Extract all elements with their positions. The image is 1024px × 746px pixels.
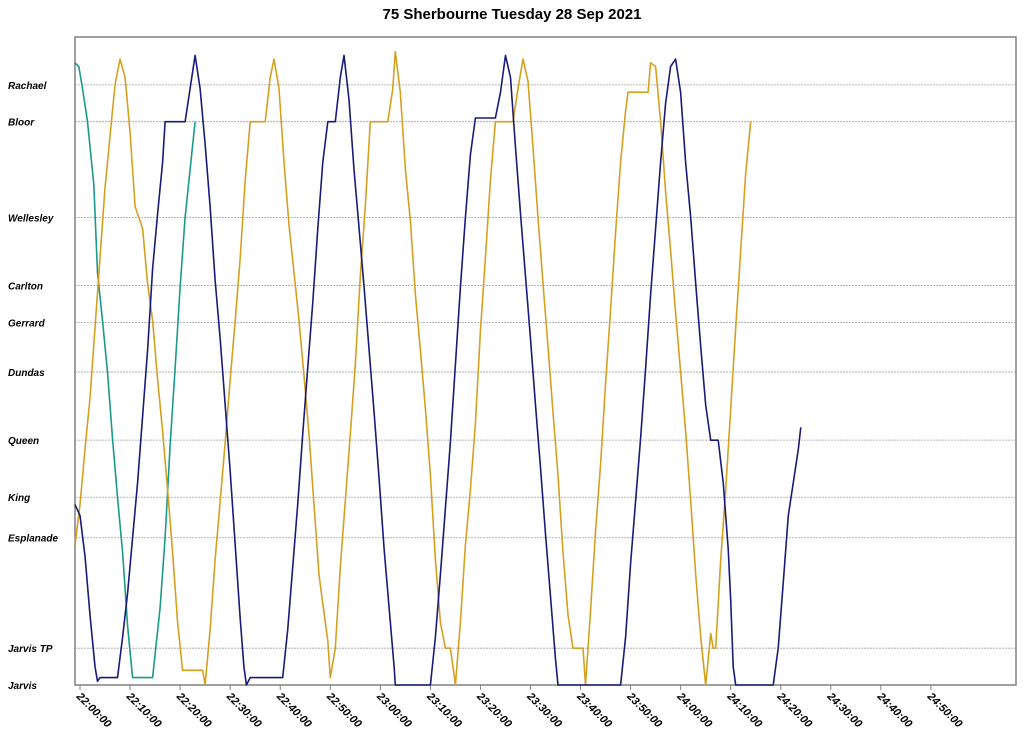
y-axis-labels: Rachael Bloor Wellesley Carlton Gerrard Dunda… (8, 81, 58, 692)
stop-label-jarvis: Jarvis (8, 681, 37, 692)
stop-label-dundas: Dundas (8, 368, 45, 379)
x-tick-label: 23:50:00 (624, 690, 665, 731)
x-tick-label: 22:50:00 (323, 690, 364, 731)
stop-label-wellesley: Wellesley (8, 213, 54, 224)
x-tick-label: 22:30:00 (223, 690, 264, 731)
x-tick-label: 24:40:00 (874, 690, 915, 731)
stop-label-queen: Queen (8, 436, 39, 447)
x-tick-label: 23:00:00 (373, 690, 414, 731)
stop-label-rachael: Rachael (8, 81, 47, 92)
x-tick-label: 22:20:00 (173, 690, 214, 731)
x-tick-label: 23:30:00 (524, 690, 565, 731)
series-line-3 (74, 54, 802, 686)
x-tick-label: 23:10:00 (424, 690, 465, 731)
stop-label-bloor: Bloor (8, 118, 35, 129)
x-tick-label: 24:20:00 (774, 690, 815, 731)
series-line-2 (74, 50, 752, 686)
chart-title: 75 Sherbourne Tuesday 28 Sep 2021 (382, 6, 642, 23)
x-tick-label: 23:40:00 (574, 690, 615, 731)
x-tick-label: 22:40:00 (273, 690, 314, 731)
x-tick-label: 22:10:00 (123, 690, 164, 731)
x-tick-label: 23:20:00 (474, 690, 515, 731)
x-tick-label: 24:00:00 (674, 690, 715, 731)
x-axis-labels: 22:00:00 22:10:00 22:20:00 22:30:00 22:40:00… (73, 685, 965, 731)
stop-label-esplanade: Esplanade (8, 534, 58, 545)
x-tick-label: 24:50:00 (924, 690, 965, 731)
series-lines (74, 50, 802, 686)
stop-label-carlton: Carlton (8, 282, 43, 293)
stop-label-gerrard: Gerrard (8, 318, 46, 329)
stop-label-jarvis-tp: Jarvis TP (8, 644, 53, 655)
x-tick-label: 24:30:00 (824, 690, 865, 731)
plot-area (74, 36, 1017, 686)
x-tick-label: 24:10:00 (724, 690, 765, 731)
x-tick-label: 22:00:00 (73, 690, 114, 731)
stop-label-king: King (8, 493, 30, 504)
series-line-1 (74, 62, 196, 679)
